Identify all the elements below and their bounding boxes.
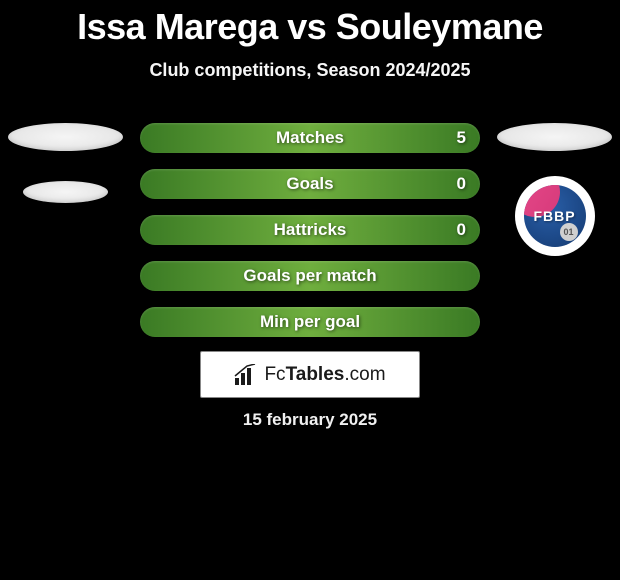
site-logo: FcTables.com xyxy=(200,351,420,398)
stat-bar-value: 5 xyxy=(457,128,466,148)
right-marker-ellipse xyxy=(497,123,612,151)
comparison-title: Issa Marega vs Souleymane xyxy=(0,0,620,48)
left-marker-ellipse-small xyxy=(23,181,108,203)
stat-bar-label: Goals xyxy=(286,174,333,194)
stat-bar: Matches 5 xyxy=(140,123,480,153)
club-badge-acronym: FBBP xyxy=(533,208,575,224)
logo-fc: Fc xyxy=(264,364,285,385)
comparison-subtitle: Club competitions, Season 2024/2025 xyxy=(0,60,620,81)
stat-bar: Hattricks 0 xyxy=(140,215,480,245)
stat-bar-label: Min per goal xyxy=(260,312,360,332)
stat-bars: Matches 5 Goals 0 Hattricks 0 Goals per match M… xyxy=(140,123,480,337)
site-logo-text: FcTables.com xyxy=(264,364,385,386)
left-marker-ellipse xyxy=(8,123,123,151)
club-badge-inner: FBBP 01 xyxy=(524,185,586,247)
logo-com: .com xyxy=(344,364,385,385)
club-badge-sub: 01 xyxy=(560,223,578,241)
stat-bar: Goals 0 xyxy=(140,169,480,199)
left-player-markers xyxy=(8,123,123,203)
chart-icon xyxy=(234,364,258,386)
stat-bar-label: Hattricks xyxy=(274,220,347,240)
stat-bar-label: Matches xyxy=(276,128,344,148)
stat-bar-label: Goals per match xyxy=(243,266,376,286)
snapshot-date: 15 february 2025 xyxy=(0,410,620,430)
stat-bar-value: 0 xyxy=(457,174,466,194)
club-badge: FBBP 01 xyxy=(515,176,595,256)
logo-tables: Tables xyxy=(286,364,345,385)
stat-bar-value: 0 xyxy=(457,220,466,240)
stat-bar: Min per goal xyxy=(140,307,480,337)
stat-bar: Goals per match xyxy=(140,261,480,291)
right-player-markers: FBBP 01 xyxy=(497,123,612,256)
